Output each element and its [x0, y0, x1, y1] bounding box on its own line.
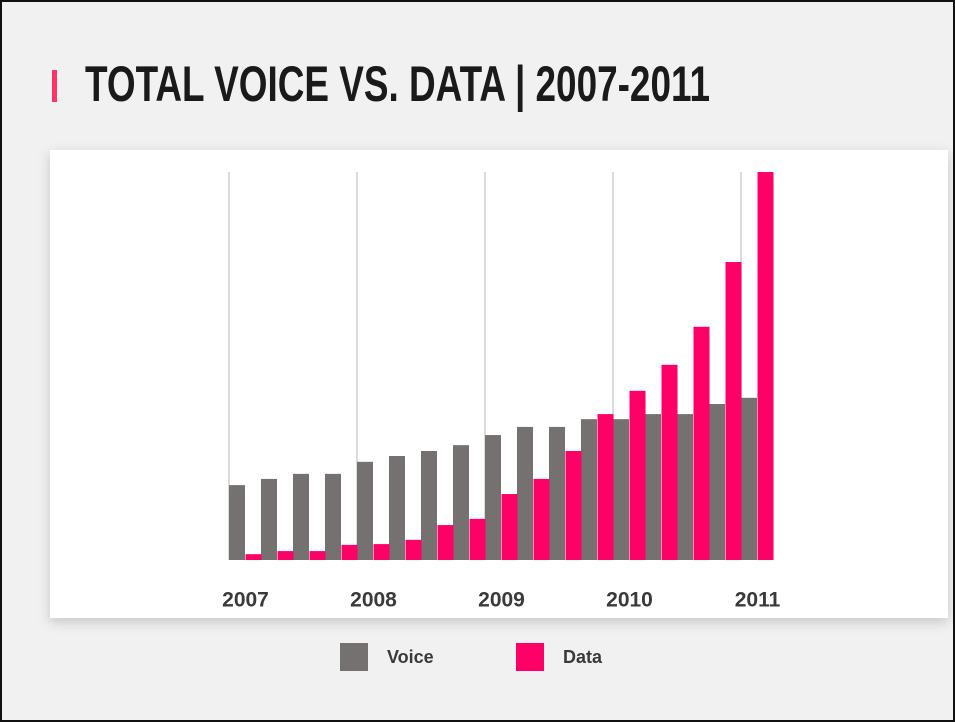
bar — [373, 544, 390, 560]
bar — [597, 414, 614, 560]
x-tick-label: 2008 — [350, 589, 397, 612]
bar — [405, 539, 422, 560]
bar — [725, 262, 742, 560]
legend-swatch — [516, 643, 544, 671]
legend-label: Voice — [387, 647, 434, 667]
bar — [277, 551, 294, 560]
bar — [357, 461, 373, 560]
bar — [325, 473, 341, 560]
legend-label: Data — [563, 647, 603, 667]
x-tick-label: 2010 — [606, 589, 653, 612]
bar — [309, 551, 326, 560]
bar — [341, 544, 358, 560]
bar — [469, 518, 486, 560]
x-tick-label: 2011 — [735, 589, 781, 612]
bar — [677, 414, 693, 560]
x-tick-label: 2009 — [478, 589, 525, 612]
bar — [533, 478, 550, 560]
x-tick-label: 2007 — [222, 589, 269, 612]
bar — [245, 554, 262, 560]
bar — [581, 419, 597, 560]
chart-title: TOTAL VOICE VS. DATA | 2007-2011 — [85, 56, 710, 113]
bar — [549, 426, 565, 560]
bar — [565, 450, 582, 560]
bar — [645, 414, 661, 560]
bar — [421, 450, 437, 560]
bar — [757, 172, 774, 560]
bar — [453, 445, 469, 560]
bar — [437, 525, 454, 560]
bar — [517, 426, 533, 560]
bar — [693, 326, 710, 560]
bar — [389, 456, 405, 560]
bar — [261, 478, 277, 560]
bar — [485, 435, 501, 560]
legend-swatch — [340, 643, 368, 671]
bar — [501, 494, 518, 560]
bar — [293, 473, 309, 560]
bar — [709, 404, 725, 560]
bar — [661, 364, 678, 560]
bar — [629, 390, 646, 560]
title-accent — [52, 70, 57, 102]
bar — [229, 485, 245, 560]
bar — [613, 419, 629, 560]
bar — [741, 397, 757, 560]
